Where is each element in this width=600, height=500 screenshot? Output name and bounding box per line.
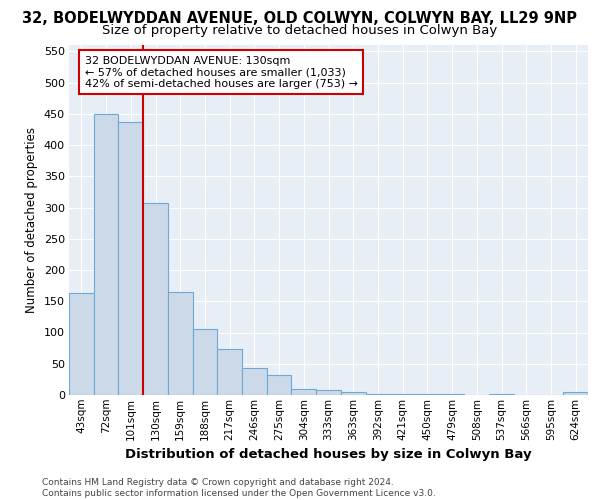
Bar (94, 114, 118, 395)
Bar (563, 392, 588, 395)
Bar (242, 368, 267, 395)
Bar (415, 394, 440, 395)
Bar (143, 203, 168, 395)
Bar (193, 330, 217, 395)
Y-axis label: Number of detached properties: Number of detached properties (25, 127, 38, 313)
Bar (316, 390, 341, 395)
Text: Contains HM Land Registry data © Crown copyright and database right 2024.
Contai: Contains HM Land Registry data © Crown c… (42, 478, 436, 498)
Bar (365, 394, 390, 395)
Bar (168, 292, 193, 395)
Bar (292, 389, 316, 395)
Text: 32, BODELWYDDAN AVENUE, OLD COLWYN, COLWYN BAY, LL29 9NP: 32, BODELWYDDAN AVENUE, OLD COLWYN, COLW… (23, 11, 577, 26)
Bar (390, 394, 415, 395)
X-axis label: Distribution of detached houses by size in Colwyn Bay: Distribution of detached houses by size … (125, 448, 532, 461)
Text: Size of property relative to detached houses in Colwyn Bay: Size of property relative to detached ho… (103, 24, 497, 37)
Text: 32 BODELWYDDAN AVENUE: 130sqm
← 57% of detached houses are smaller (1,033)
42% o: 32 BODELWYDDAN AVENUE: 130sqm ← 57% of d… (85, 56, 358, 88)
Bar (341, 392, 365, 395)
Bar (217, 350, 242, 395)
Bar (69, 293, 94, 395)
Bar (267, 375, 292, 395)
Bar (118, 122, 143, 395)
Bar (489, 394, 514, 395)
Bar (440, 394, 464, 395)
